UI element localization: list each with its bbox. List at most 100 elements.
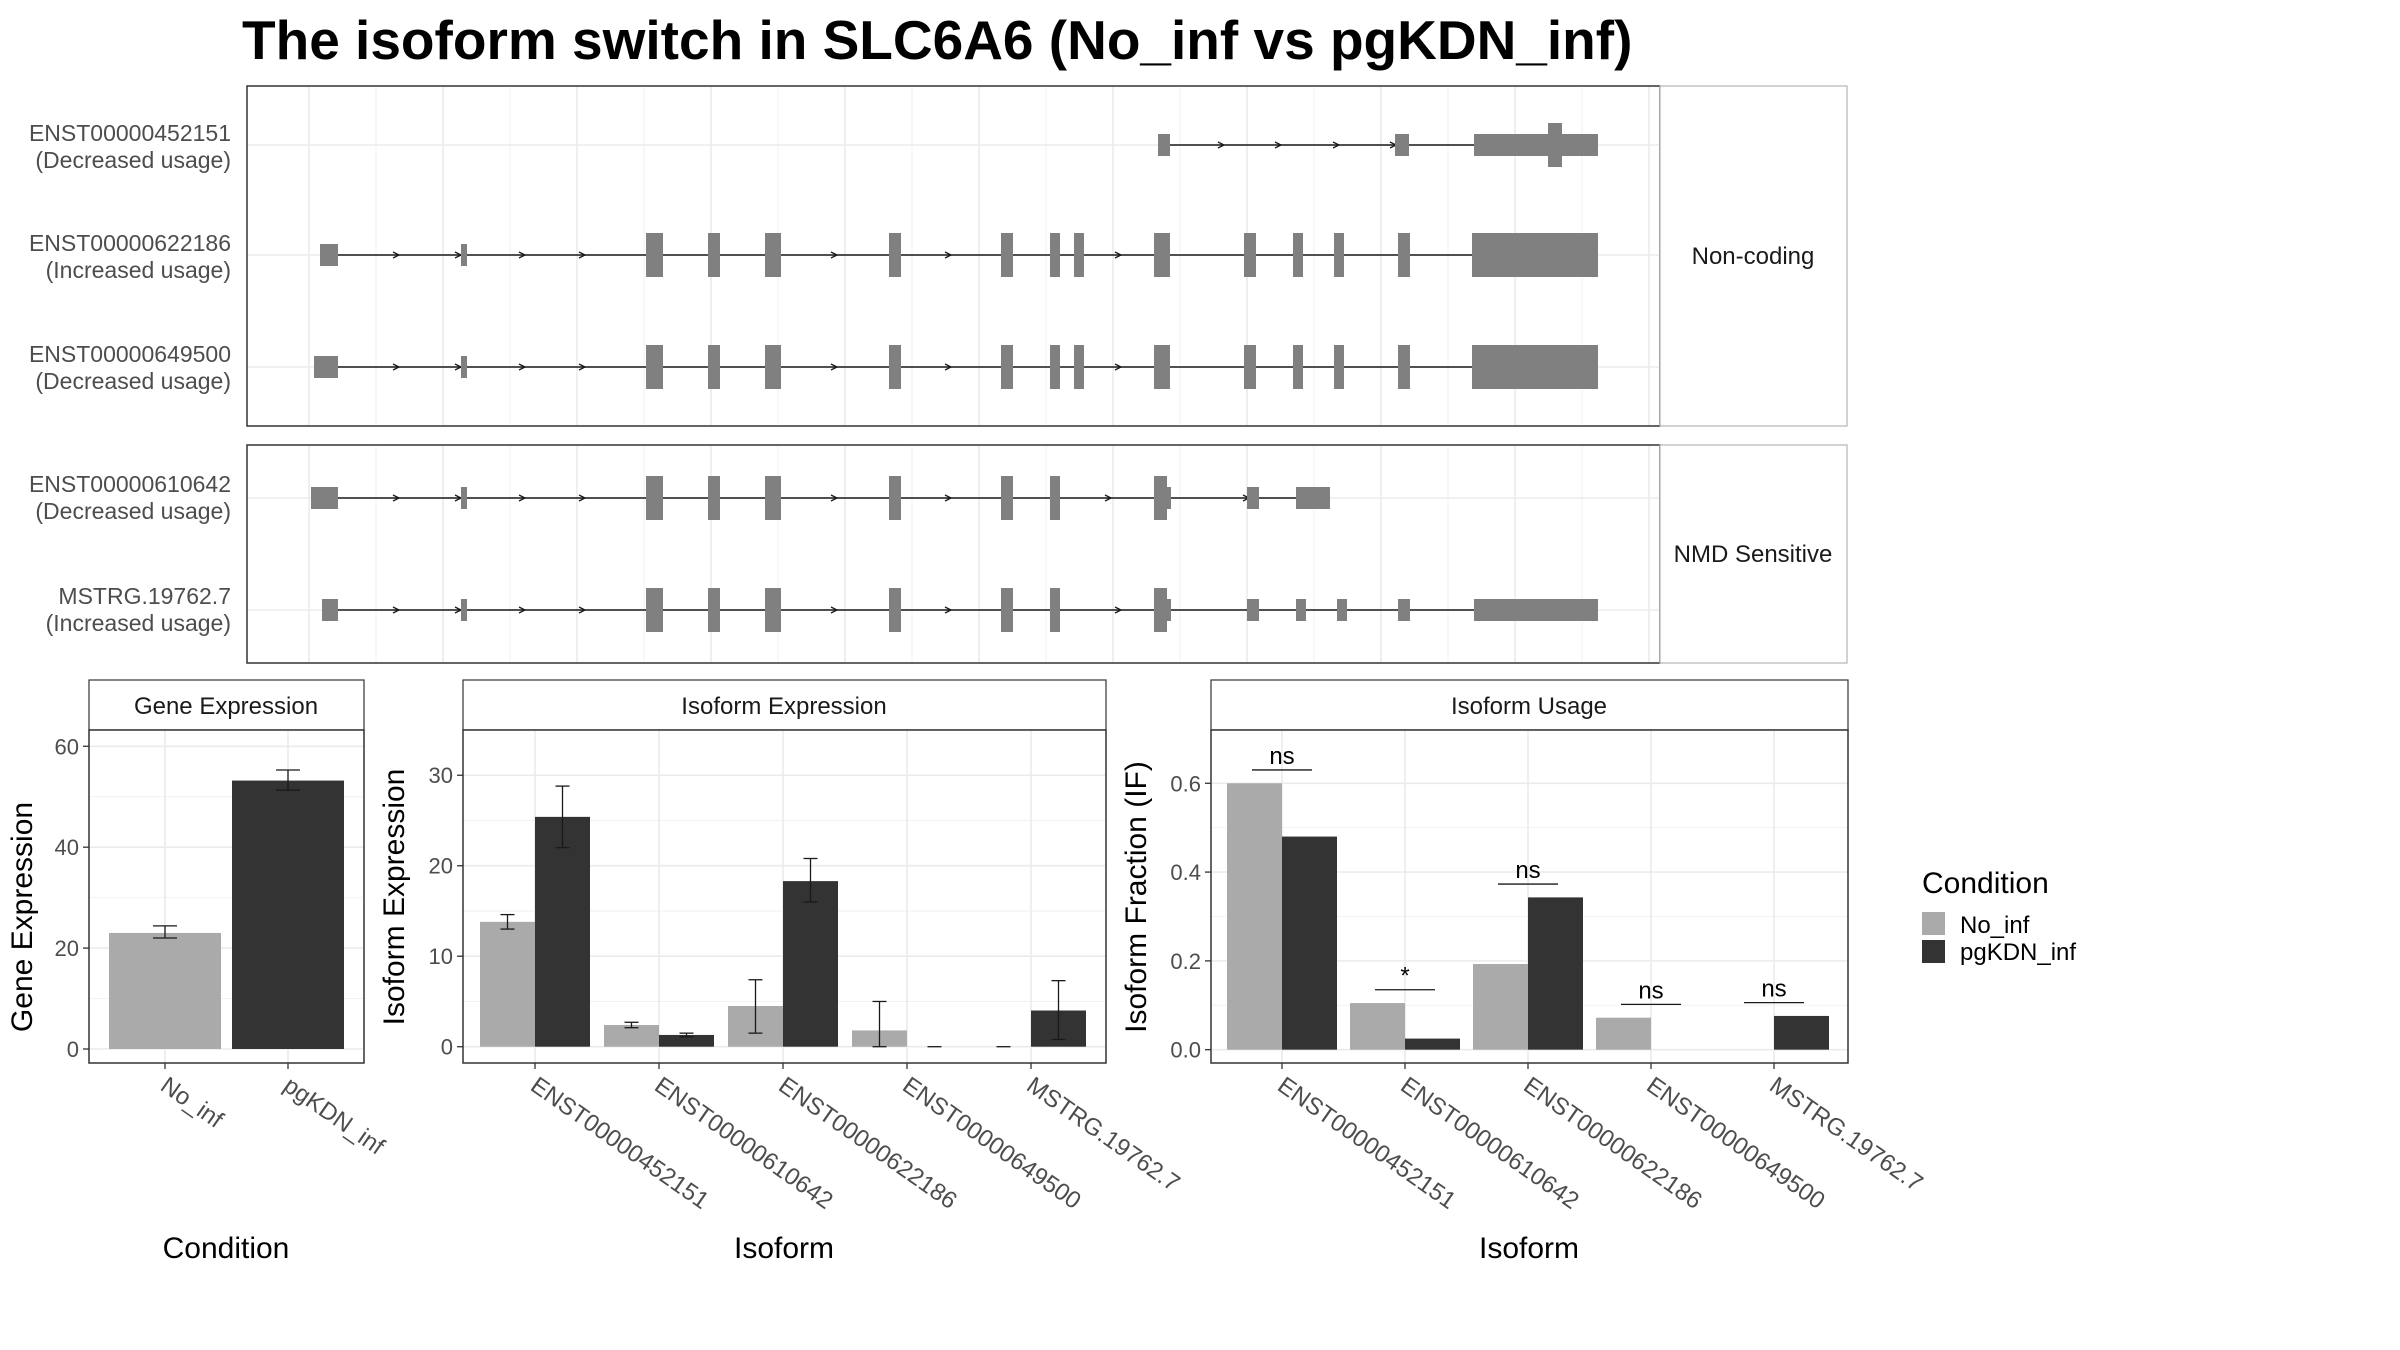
bar xyxy=(604,1024,659,1047)
bar xyxy=(1473,963,1528,1050)
exon-block xyxy=(765,233,781,277)
page-title: The isoform switch in SLC6A6 (No_inf vs … xyxy=(242,9,1633,71)
intron-arrow xyxy=(1332,141,1341,149)
exon-block xyxy=(1074,233,1084,277)
bar xyxy=(1405,1038,1460,1050)
y-tick-label: 20 xyxy=(55,936,79,961)
legend-title: Condition xyxy=(1922,867,2049,900)
exon-block xyxy=(1050,476,1060,520)
legend-label-pgkdn-inf: pgKDN_inf xyxy=(1960,939,2076,966)
strip-isoform-usage xyxy=(1210,679,1849,731)
isoform-usage-panel: Isoform Usage 0.00.20.40.6ENST0000045215… xyxy=(1120,679,1928,1265)
exon-block xyxy=(765,345,781,389)
exon-block xyxy=(1154,233,1170,277)
exon-block xyxy=(646,476,663,520)
exon-block xyxy=(1296,487,1330,509)
intron-arrow xyxy=(830,363,839,371)
y-tick-label: 0.0 xyxy=(1170,1038,1201,1063)
y-tick-label: 0 xyxy=(441,1035,453,1060)
exon-block xyxy=(765,476,781,520)
exon-block xyxy=(1074,345,1084,389)
y-tick-label: 0 xyxy=(67,1037,79,1062)
intron-arrow xyxy=(518,606,527,614)
exon-block xyxy=(889,476,901,520)
intron-arrow xyxy=(392,606,401,614)
exon-block xyxy=(889,233,901,277)
significance-label: * xyxy=(1400,963,1409,990)
y-tick-label: 60 xyxy=(55,734,79,759)
y-tick-label: 10 xyxy=(429,944,453,969)
panel-border xyxy=(88,729,365,1064)
exon-block xyxy=(1562,134,1598,156)
bar xyxy=(659,1034,714,1047)
panel-border xyxy=(462,729,1107,1064)
strip-gene-expression xyxy=(88,679,365,731)
exon-block xyxy=(1050,233,1060,277)
gene-expression-plot: 0 20 40 60 No_inf pgKDN_inf xyxy=(55,729,390,1161)
exon-block xyxy=(461,487,467,509)
gene-expression-panel: Gene Expression 0 20 40 60 No_inf pgKDN_inf C… xyxy=(6,679,390,1265)
exon-block xyxy=(1001,476,1013,520)
isoform-usage-plot: 0.00.20.40.6ENST00000452151ENST000006106… xyxy=(1170,729,1928,1215)
exon-block xyxy=(1154,476,1167,520)
isoform-label-id: ENST00000610642 xyxy=(29,471,231,497)
intron-arrow xyxy=(944,363,953,371)
intron-arrow xyxy=(1114,251,1123,259)
y-axis-title: Isoform Expression xyxy=(378,769,411,1026)
strip-isoform-expression xyxy=(462,679,1107,731)
intron-arrow xyxy=(830,251,839,259)
exon-block xyxy=(1472,345,1486,389)
strip-label-nmd-sensitive: NMD Sensitive xyxy=(1674,541,1833,568)
exon-block xyxy=(1244,345,1256,389)
intron-arrow xyxy=(392,494,401,502)
isoform-label-usage: (Decreased usage) xyxy=(35,498,231,524)
bar xyxy=(232,780,344,1049)
exon-block xyxy=(1293,233,1303,277)
isoform-label-id: MSTRG.19762.7 xyxy=(58,583,231,609)
y-tick-label: 0.2 xyxy=(1170,949,1201,974)
exon-block xyxy=(708,345,720,389)
y-axis-title: Isoform Fraction (IF) xyxy=(1120,761,1153,1033)
exon-block xyxy=(322,599,338,621)
x-axis-title: Isoform xyxy=(734,1232,834,1265)
exon-block xyxy=(1154,588,1167,632)
exon-block xyxy=(1334,233,1344,277)
isoform-label-id: ENST00000649500 xyxy=(29,341,231,367)
intron-arrow xyxy=(578,606,587,614)
exon-block xyxy=(311,487,338,509)
y-tick-label: 0.4 xyxy=(1170,860,1201,885)
exon-block xyxy=(1293,345,1303,389)
exon-block xyxy=(1296,599,1306,621)
intron-arrow xyxy=(1274,141,1283,149)
intron-arrow xyxy=(944,251,953,259)
panel-title: Gene Expression xyxy=(134,693,318,720)
panel-title: Isoform Expression xyxy=(681,693,886,720)
bar xyxy=(783,881,838,1047)
significance-label: ns xyxy=(1515,857,1540,884)
x-tick-label: pgKDN_inf xyxy=(279,1072,390,1161)
exon-block xyxy=(1001,345,1013,389)
isoform-label-usage: (Increased usage) xyxy=(46,610,231,636)
exon-block xyxy=(708,476,720,520)
intron-arrow xyxy=(1104,494,1113,502)
exon-block xyxy=(1167,487,1171,509)
exon-block xyxy=(646,345,663,389)
exon-block xyxy=(461,599,467,621)
isoform-label-id: ENST00000622186 xyxy=(29,230,231,256)
exon-block xyxy=(646,588,663,632)
exon-block xyxy=(1158,134,1170,156)
exon-block xyxy=(461,244,467,266)
exon-block xyxy=(708,233,720,277)
structure-panel-non-coding xyxy=(246,85,1661,427)
exon-block xyxy=(1548,123,1562,167)
exon-block xyxy=(314,356,338,378)
isoform-expression-plot: 0102030ENST00000452151ENST00000610642ENS… xyxy=(429,729,1185,1215)
intron-arrow xyxy=(944,494,953,502)
exon-block xyxy=(1154,345,1170,389)
intron-arrow xyxy=(1114,363,1123,371)
exon-block xyxy=(765,588,781,632)
exon-block xyxy=(1001,588,1013,632)
bar xyxy=(1774,1015,1829,1050)
exon-block xyxy=(1244,233,1256,277)
exon-block xyxy=(646,233,663,277)
